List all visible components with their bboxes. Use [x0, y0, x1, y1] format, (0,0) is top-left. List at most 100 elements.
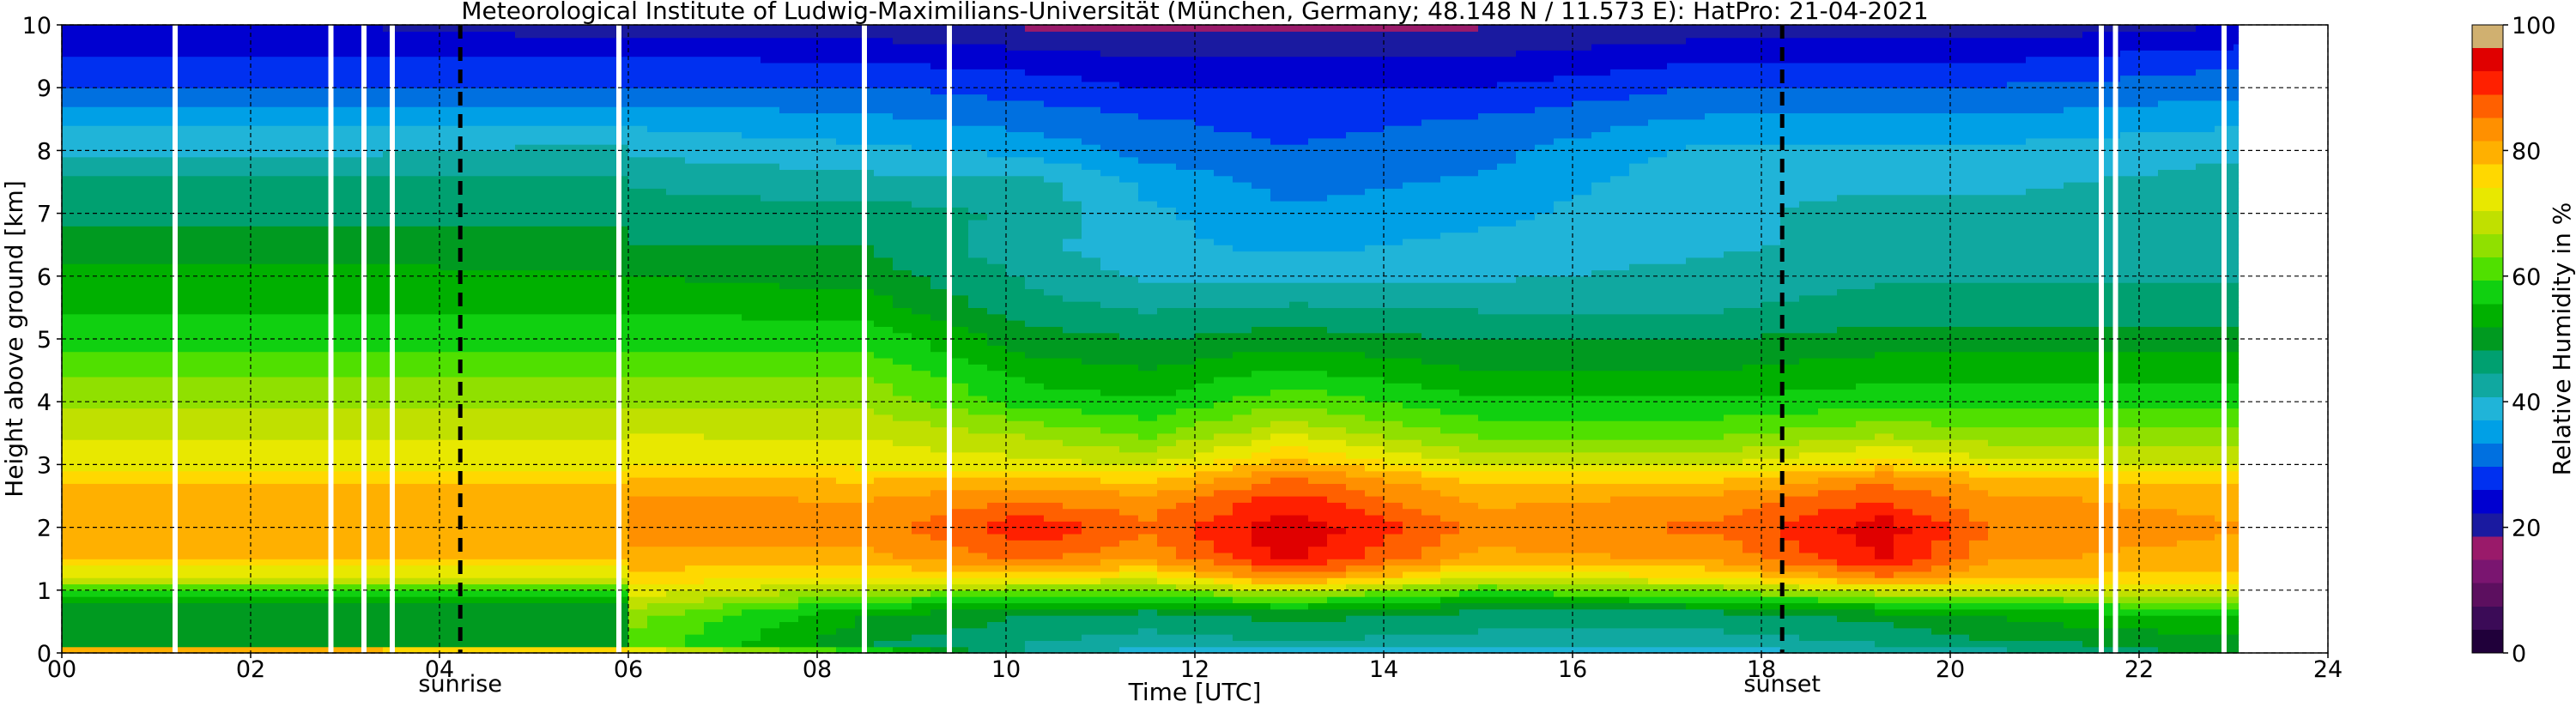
heatmap-cell — [647, 69, 667, 76]
heatmap-cell — [288, 546, 308, 553]
heatmap-cell — [666, 470, 686, 478]
heatmap-cell — [685, 470, 705, 478]
heatmap-cell — [458, 521, 478, 529]
heatmap-cell — [836, 194, 856, 202]
heatmap-cell — [836, 94, 856, 101]
heatmap-cell — [704, 275, 724, 283]
heatmap-cell — [421, 94, 440, 101]
heatmap-cell — [156, 565, 176, 572]
heatmap-cell — [949, 496, 969, 503]
heatmap-cell — [761, 571, 780, 578]
heatmap-cell — [326, 451, 346, 459]
heatmap-cell — [213, 602, 233, 610]
heatmap-cell — [270, 477, 289, 484]
heatmap-cell — [704, 634, 724, 641]
heatmap-cell — [402, 131, 421, 139]
heatmap-cell — [213, 552, 233, 559]
heatmap-cell — [232, 477, 252, 484]
heatmap-cell — [439, 43, 459, 51]
heatmap-cell — [326, 489, 346, 497]
heatmap-cell — [345, 163, 365, 170]
heatmap-cell — [307, 521, 327, 529]
heatmap-cell — [213, 496, 233, 503]
heatmap-cell — [421, 596, 440, 604]
heatmap-cell — [742, 451, 761, 459]
heatmap-cell — [364, 131, 384, 139]
heatmap-cell — [742, 226, 761, 233]
heatmap-cell — [912, 81, 931, 88]
heatmap-cell — [175, 169, 195, 177]
heatmap-cell — [836, 238, 856, 245]
heatmap-cell — [987, 627, 1007, 635]
heatmap-cell — [666, 81, 686, 88]
heatmap-cell — [288, 25, 308, 32]
heatmap-cell — [458, 131, 478, 139]
heatmap-cell — [779, 508, 799, 516]
heatmap-cell — [534, 207, 554, 215]
heatmap-cell — [666, 464, 686, 472]
heatmap-cell — [572, 251, 591, 258]
heatmap-cell — [421, 339, 440, 346]
heatmap-cell — [402, 213, 421, 221]
heatmap-cell — [270, 627, 289, 635]
heatmap-cell — [515, 426, 535, 434]
heatmap-cell — [647, 257, 667, 264]
heatmap-cell — [156, 169, 176, 177]
heatmap-cell — [968, 213, 988, 221]
heatmap-cell — [364, 571, 384, 578]
heatmap-cell — [118, 621, 138, 629]
heatmap-cell — [194, 150, 214, 158]
heatmap-cell — [118, 527, 138, 535]
heatmap-cell — [798, 420, 818, 428]
heatmap-cell — [572, 508, 591, 516]
heatmap-cell — [591, 432, 610, 440]
heatmap-cell — [156, 615, 176, 622]
heatmap-cell — [213, 294, 233, 302]
heatmap-cell — [232, 175, 252, 183]
heatmap-cell — [100, 470, 119, 478]
heatmap-cell — [496, 451, 516, 459]
heatmap-cell — [251, 326, 270, 334]
heatmap-cell — [553, 640, 573, 648]
heatmap-cell — [968, 188, 988, 196]
heatmap-cell — [458, 640, 478, 648]
heatmap-cell — [912, 263, 931, 271]
heatmap-cell — [798, 320, 818, 327]
heatmap-cell — [515, 288, 535, 296]
heatmap-cell — [194, 351, 214, 359]
heatmap-cell — [364, 263, 384, 271]
heatmap-cell — [798, 646, 818, 654]
heatmap-cell — [213, 219, 233, 227]
heatmap-cell — [100, 175, 119, 183]
heatmap-cell — [81, 37, 100, 45]
heatmap-cell — [194, 608, 214, 616]
heatmap-cell — [704, 106, 724, 114]
heatmap-cell — [477, 451, 497, 459]
heatmap-cell — [742, 571, 761, 578]
heatmap-cell — [761, 408, 780, 415]
heatmap-cell — [345, 420, 365, 428]
heatmap-cell — [62, 144, 82, 151]
heatmap-cell — [251, 596, 270, 604]
heatmap-cell — [723, 357, 742, 365]
heatmap-cell — [251, 602, 270, 610]
heatmap-cell — [515, 94, 535, 101]
heatmap-cell — [874, 320, 894, 327]
heatmap-cell — [81, 25, 100, 32]
heatmap-cell — [402, 106, 421, 114]
heatmap-cell — [62, 339, 82, 346]
heatmap-cell — [270, 75, 289, 82]
heatmap-cell — [251, 175, 270, 183]
heatmap-cell — [307, 106, 327, 114]
heatmap-cell — [364, 496, 384, 503]
heatmap-cell — [534, 477, 554, 484]
heatmap-cell — [572, 313, 591, 321]
heatmap-cell — [288, 326, 308, 334]
heatmap-cell — [270, 263, 289, 271]
heatmap-cell — [118, 583, 138, 591]
heatmap-cell — [175, 43, 195, 51]
heatmap-cell — [137, 245, 157, 252]
heatmap-cell — [704, 464, 724, 472]
heatmap-cell — [534, 301, 554, 308]
heatmap-cell — [949, 420, 969, 428]
